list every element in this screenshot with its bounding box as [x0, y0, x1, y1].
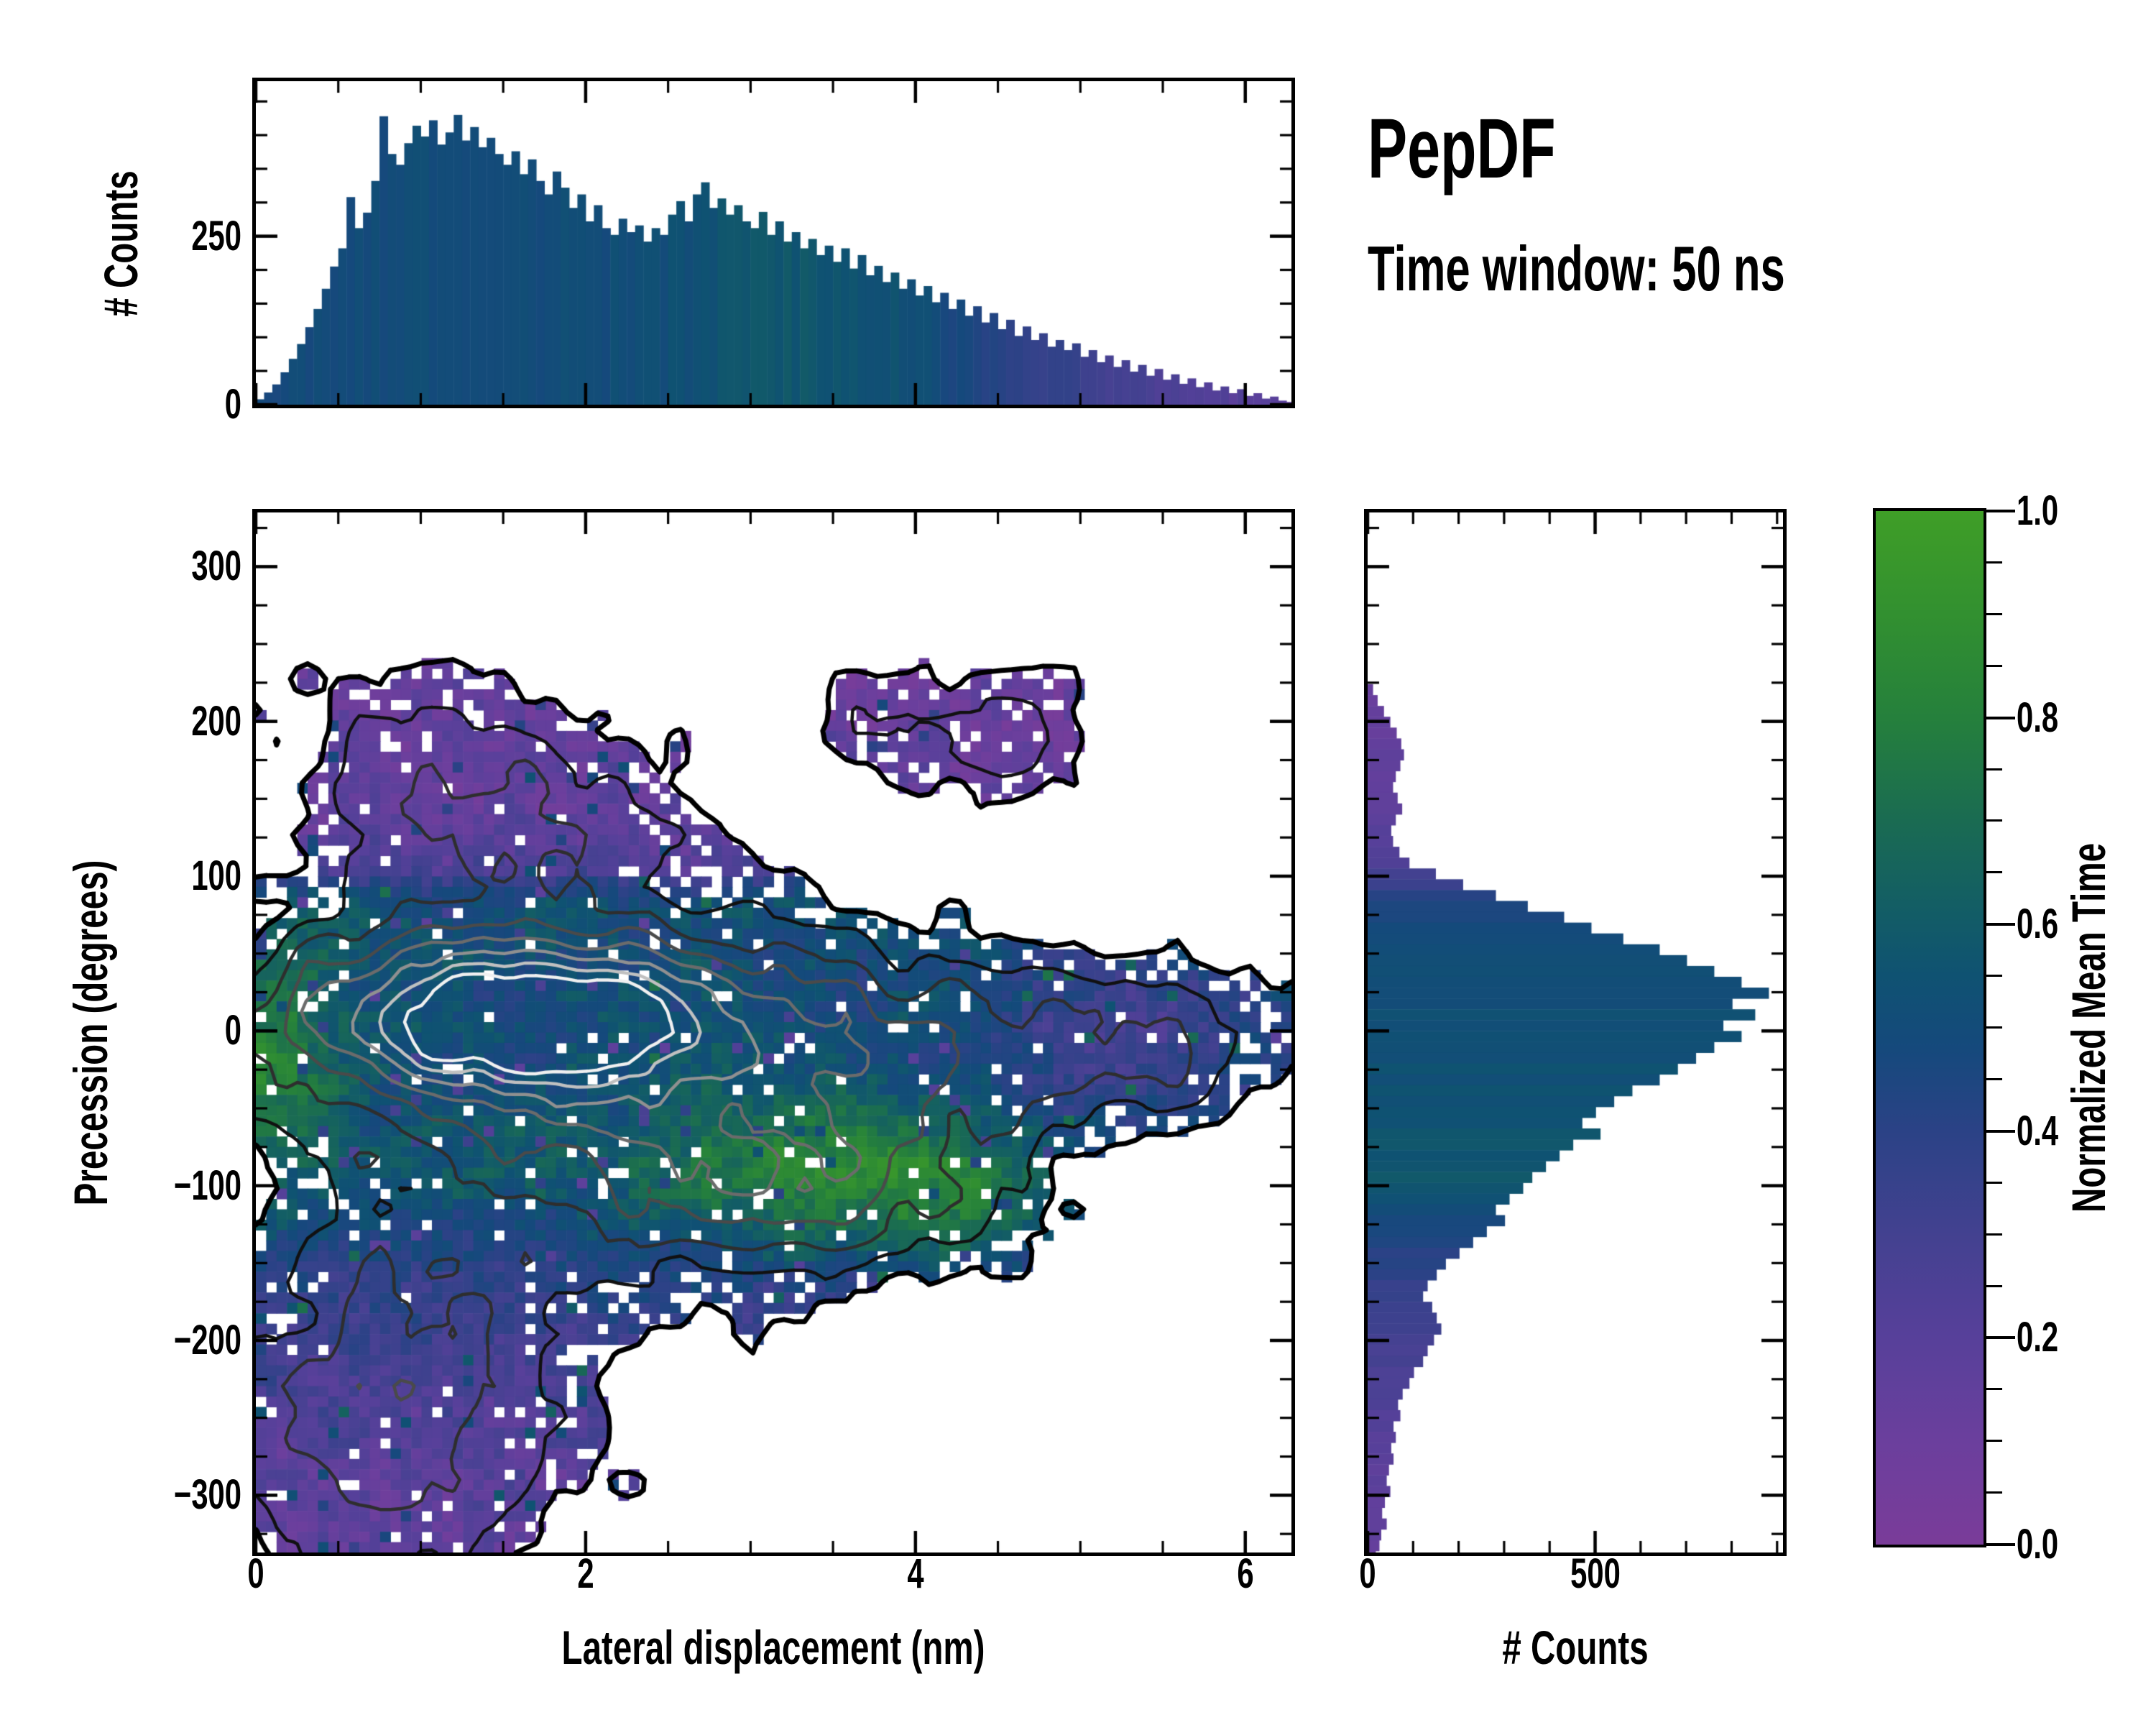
- plot-subtitle: Time window: 50 ns: [1368, 233, 1785, 304]
- colorbar-minor-tick: [1986, 819, 2002, 822]
- right-hist-xtick-label: 500: [1570, 1550, 1621, 1597]
- colorbar-minor-tick: [1986, 612, 2002, 615]
- colorbar-minor-tick: [1986, 1440, 2002, 1443]
- main-ytick-label: −100: [173, 1162, 241, 1209]
- main-ytick-label: 100: [191, 852, 241, 900]
- colorbar-minor-tick: [1986, 1491, 2002, 1494]
- main-heatmap-canvas: [256, 512, 1291, 1552]
- top-hist-ylabel: # Counts: [94, 170, 147, 317]
- right-histogram-panel: [1364, 509, 1787, 1556]
- main-ytick-label: 0: [224, 1007, 241, 1054]
- colorbar-major-tick: [1986, 1543, 2015, 1546]
- main-ylabel: Precession (degrees): [64, 860, 117, 1206]
- main-heatmap-panel: [252, 509, 1295, 1556]
- colorbar-tick-label: 0.8: [2017, 694, 2059, 741]
- right-hist-xtick-label: 0: [1359, 1550, 1376, 1597]
- colorbar-minor-tick: [1986, 1388, 2002, 1391]
- main-ytick-label: −300: [173, 1471, 241, 1519]
- main-xlabel: Lateral displacement (nm): [561, 1621, 985, 1674]
- right-histogram-canvas: [1368, 512, 1783, 1552]
- right-hist-xlabel: # Counts: [1502, 1621, 1649, 1674]
- main-ytick-label: −200: [173, 1317, 241, 1363]
- colorbar-minor-tick: [1986, 975, 2002, 978]
- main-ytick-label: 200: [191, 697, 241, 745]
- main-xtick-label: 4: [907, 1550, 924, 1597]
- colorbar-minor-tick: [1986, 1026, 2002, 1029]
- colorbar-minor-tick: [1986, 664, 2002, 667]
- colorbar-major-tick: [1986, 1336, 2015, 1340]
- main-xtick-label: 2: [577, 1550, 594, 1597]
- colorbar-tick-label: 0.6: [2017, 901, 2059, 948]
- colorbar-minor-tick: [1986, 1284, 2002, 1287]
- colorbar-minor-tick: [1986, 561, 2002, 564]
- colorbar-gradient: [1876, 511, 1984, 1545]
- top-histogram-canvas: [256, 81, 1291, 405]
- colorbar-tick-label: 0.0: [2017, 1521, 2059, 1568]
- colorbar-tick-label: 0.4: [2017, 1107, 2059, 1154]
- colorbar-tick-label: 0.2: [2017, 1314, 2059, 1361]
- plot-title: PepDF: [1368, 101, 1556, 196]
- top-hist-ytick-label: 250: [191, 212, 241, 259]
- colorbar-major-tick: [1986, 716, 2015, 719]
- main-xtick-label: 0: [247, 1550, 264, 1597]
- colorbar-major-tick: [1986, 923, 2015, 926]
- colorbar-minor-tick: [1986, 1181, 2002, 1184]
- colorbar-tick-label: 1.0: [2017, 487, 2059, 534]
- colorbar-minor-tick: [1986, 1077, 2002, 1080]
- top-histogram-panel: [252, 78, 1295, 408]
- colorbar-minor-tick: [1986, 1233, 2002, 1236]
- colorbar-minor-tick: [1986, 768, 2002, 770]
- colorbar-major-tick: [1986, 510, 2015, 512]
- colorbar-label: Normalized Mean Time: [2062, 842, 2115, 1213]
- colorbar-major-tick: [1986, 1129, 2015, 1133]
- colorbar: [1873, 508, 1986, 1547]
- main-ytick-label: 300: [191, 543, 241, 590]
- top-hist-ytick-label: 0: [224, 381, 241, 428]
- colorbar-minor-tick: [1986, 871, 2002, 874]
- main-xtick-label: 6: [1237, 1550, 1254, 1597]
